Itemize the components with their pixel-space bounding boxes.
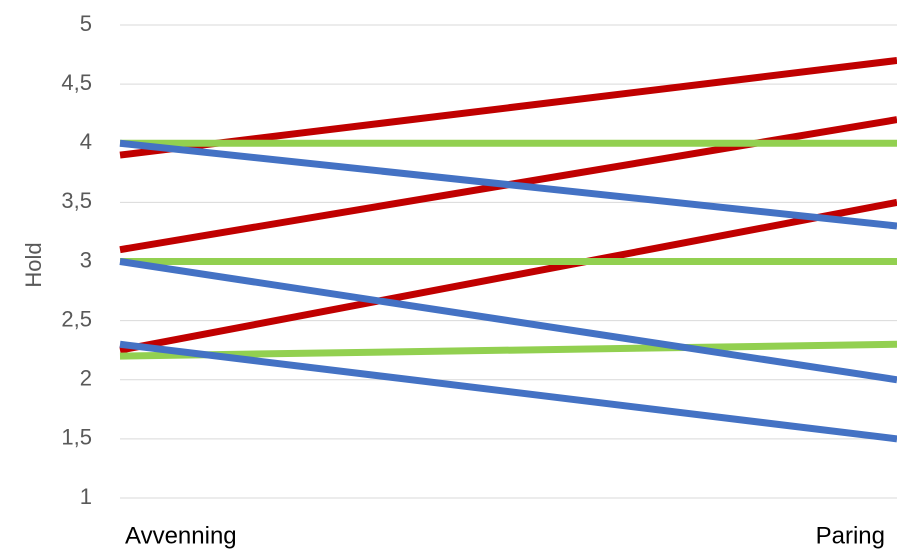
series-lines bbox=[119, 57, 897, 443]
y-axis-ticks: 1 1,5 2 2,5 3 3,5 4 4,5 5 bbox=[61, 11, 92, 509]
series-line-7 bbox=[119, 139, 897, 230]
y-tick-label: 5 bbox=[80, 11, 92, 36]
y-tick-label: 3,5 bbox=[61, 188, 92, 213]
y-tick-label: 2,5 bbox=[61, 306, 92, 331]
y-tick-label: 4 bbox=[80, 129, 92, 154]
y-tick-label: 3 bbox=[80, 247, 92, 272]
x-axis-categories: Avvenning Paring bbox=[125, 522, 885, 549]
series-line-6 bbox=[119, 340, 897, 360]
series-line-9 bbox=[119, 340, 897, 443]
series-line-1 bbox=[119, 57, 897, 159]
x-category-label: Paring bbox=[816, 522, 885, 549]
y-tick-label: 2 bbox=[80, 366, 92, 391]
series-line-3 bbox=[119, 198, 897, 354]
y-axis-label: Hold bbox=[21, 242, 46, 287]
x-category-label: Avvenning bbox=[125, 522, 237, 549]
y-tick-label: 1 bbox=[80, 484, 92, 509]
series-line-8 bbox=[119, 258, 897, 384]
y-tick-label: 1,5 bbox=[61, 425, 92, 450]
y-tick-label: 4,5 bbox=[61, 70, 92, 95]
